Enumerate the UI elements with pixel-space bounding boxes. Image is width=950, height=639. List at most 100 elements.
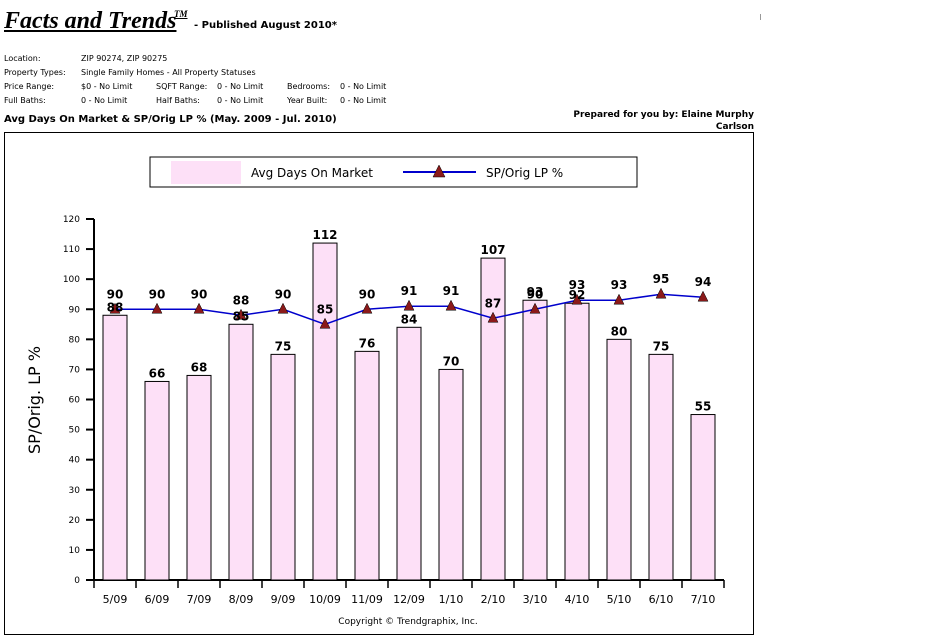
y-tick-label: 20 (69, 516, 81, 526)
y-tick-label: 110 (63, 245, 80, 255)
full-baths-value: 0 - No Limit (81, 96, 128, 105)
line-value-label: 91 (401, 284, 418, 298)
legend: Avg Days On Market SP/Orig LP % (149, 156, 638, 188)
x-tick-label: 6/09 (145, 593, 170, 606)
bar-value-label: 68 (191, 360, 208, 374)
line-marker (235, 308, 247, 320)
x-tick-label: 1/10 (439, 593, 464, 606)
bar (648, 353, 674, 581)
line-marker (319, 317, 331, 329)
y-tick-label: 10 (69, 546, 81, 556)
x-tick-label: 3/10 (523, 593, 548, 606)
line-marker (193, 302, 205, 314)
y-axis-label: SP/Orig. LP % (25, 346, 44, 454)
y-tick-label: 60 (69, 396, 81, 406)
bar-value-label: 92 (569, 288, 586, 302)
bar-value-label: 88 (107, 300, 124, 314)
line-marker (529, 302, 541, 314)
chart-frame (4, 132, 754, 635)
line-marker (151, 302, 163, 314)
line-value-label: 90 (275, 287, 292, 301)
line-marker (487, 311, 499, 323)
bar (228, 323, 254, 581)
y-tick-label: 80 (69, 335, 81, 345)
x-tick-label: 5/09 (103, 593, 128, 606)
legend-line-marker (432, 164, 446, 178)
price-range-value: $0 - No Limit (81, 82, 133, 91)
bar-value-label: 76 (359, 336, 376, 350)
x-tick-label: 5/10 (607, 593, 632, 606)
line-value-label: 87 (485, 296, 502, 310)
x-tick-label: 6/10 (649, 593, 674, 606)
full-baths-label: Full Baths: (4, 96, 46, 105)
line-value-label: 90 (149, 287, 166, 301)
bar (606, 338, 632, 581)
line-value-label: 95 (653, 272, 670, 286)
x-tick-label: 9/09 (271, 593, 296, 606)
x-tick-label: 2/10 (481, 593, 506, 606)
bar (396, 326, 422, 581)
sqft-range-value: 0 - No Limit (217, 82, 264, 91)
prepared-by-line2: Carlson (715, 122, 754, 132)
year-built-label: Year Built: (287, 96, 328, 105)
x-tick-label: 10/09 (309, 593, 341, 606)
x-tick-label: 8/09 (229, 593, 254, 606)
bar (438, 368, 464, 581)
bar-value-label: 85 (233, 309, 250, 323)
y-tick-label: 50 (69, 426, 81, 436)
bedrooms-label: Bedrooms: (287, 82, 331, 91)
copyright: Copyright © Trendgraphix, Inc. (338, 617, 477, 627)
legend-bar-label: Avg Days On Market (251, 166, 373, 180)
property-types-label: Property Types: (4, 68, 66, 77)
line-marker (655, 287, 667, 299)
line-marker (403, 299, 415, 311)
half-baths-label: Half Baths: (156, 96, 200, 105)
bar-value-label: 66 (149, 366, 166, 380)
line-marker (613, 293, 625, 305)
y-tick-label: 40 (69, 456, 81, 466)
bedrooms-value: 0 - No Limit (340, 82, 387, 91)
line-value-label: 90 (527, 287, 544, 301)
bar-value-label: 80 (611, 324, 628, 338)
location-value: ZIP 90274, ZIP 90275 (81, 54, 168, 63)
published-date: - Published August 2010* (194, 20, 337, 31)
line-value-label: 90 (359, 287, 376, 301)
chart-heading: Avg Days On Market & SP/Orig LP % (May. … (4, 114, 337, 125)
y-tick-label: 0 (74, 576, 80, 586)
price-range-label: Price Range: (4, 82, 55, 91)
y-tick-label: 120 (63, 215, 80, 225)
line-value-label: 94 (695, 275, 712, 289)
bar-value-label: 55 (695, 400, 712, 414)
bar (522, 299, 548, 581)
edge-divider (760, 14, 761, 20)
prepared-by-line1: Prepared for you by: Elaine Murphy (573, 110, 754, 120)
bar (312, 242, 338, 581)
line-marker (571, 293, 583, 305)
x-tick-label: 7/09 (187, 593, 212, 606)
line-value-label: 91 (443, 284, 460, 298)
bar-value-label: 75 (653, 339, 670, 353)
line-value-label: 93 (611, 278, 628, 292)
y-tick-label: 90 (69, 305, 81, 315)
bar-value-label: 112 (312, 228, 337, 242)
bar-value-label: 107 (480, 243, 505, 257)
sqft-range-label: SQFT Range: (156, 82, 208, 91)
bar (144, 380, 170, 581)
line-marker (361, 302, 373, 314)
legend-bar-swatch (171, 161, 241, 184)
report-title: Facts and Trends (4, 8, 177, 34)
line-value-label: 88 (233, 293, 250, 307)
line-marker (277, 302, 289, 314)
line-value-label: 85 (317, 302, 334, 316)
y-tick-label: 70 (69, 365, 81, 375)
line-value-label: 90 (191, 287, 208, 301)
line-marker (109, 302, 121, 314)
bar (564, 302, 590, 581)
plot-area: 0 10 20 30 40 50 60 70 80 90 100 110 120 5/09 6/09 7/09… (63, 215, 725, 606)
bar-value-label: 84 (401, 312, 418, 326)
line-marker (697, 290, 709, 302)
prepared-by: Prepared for you by: Elaine Murphy Carls… (573, 109, 754, 133)
bar-value-label: 70 (443, 354, 460, 368)
legend-line-label: SP/Orig LP % (486, 166, 563, 180)
